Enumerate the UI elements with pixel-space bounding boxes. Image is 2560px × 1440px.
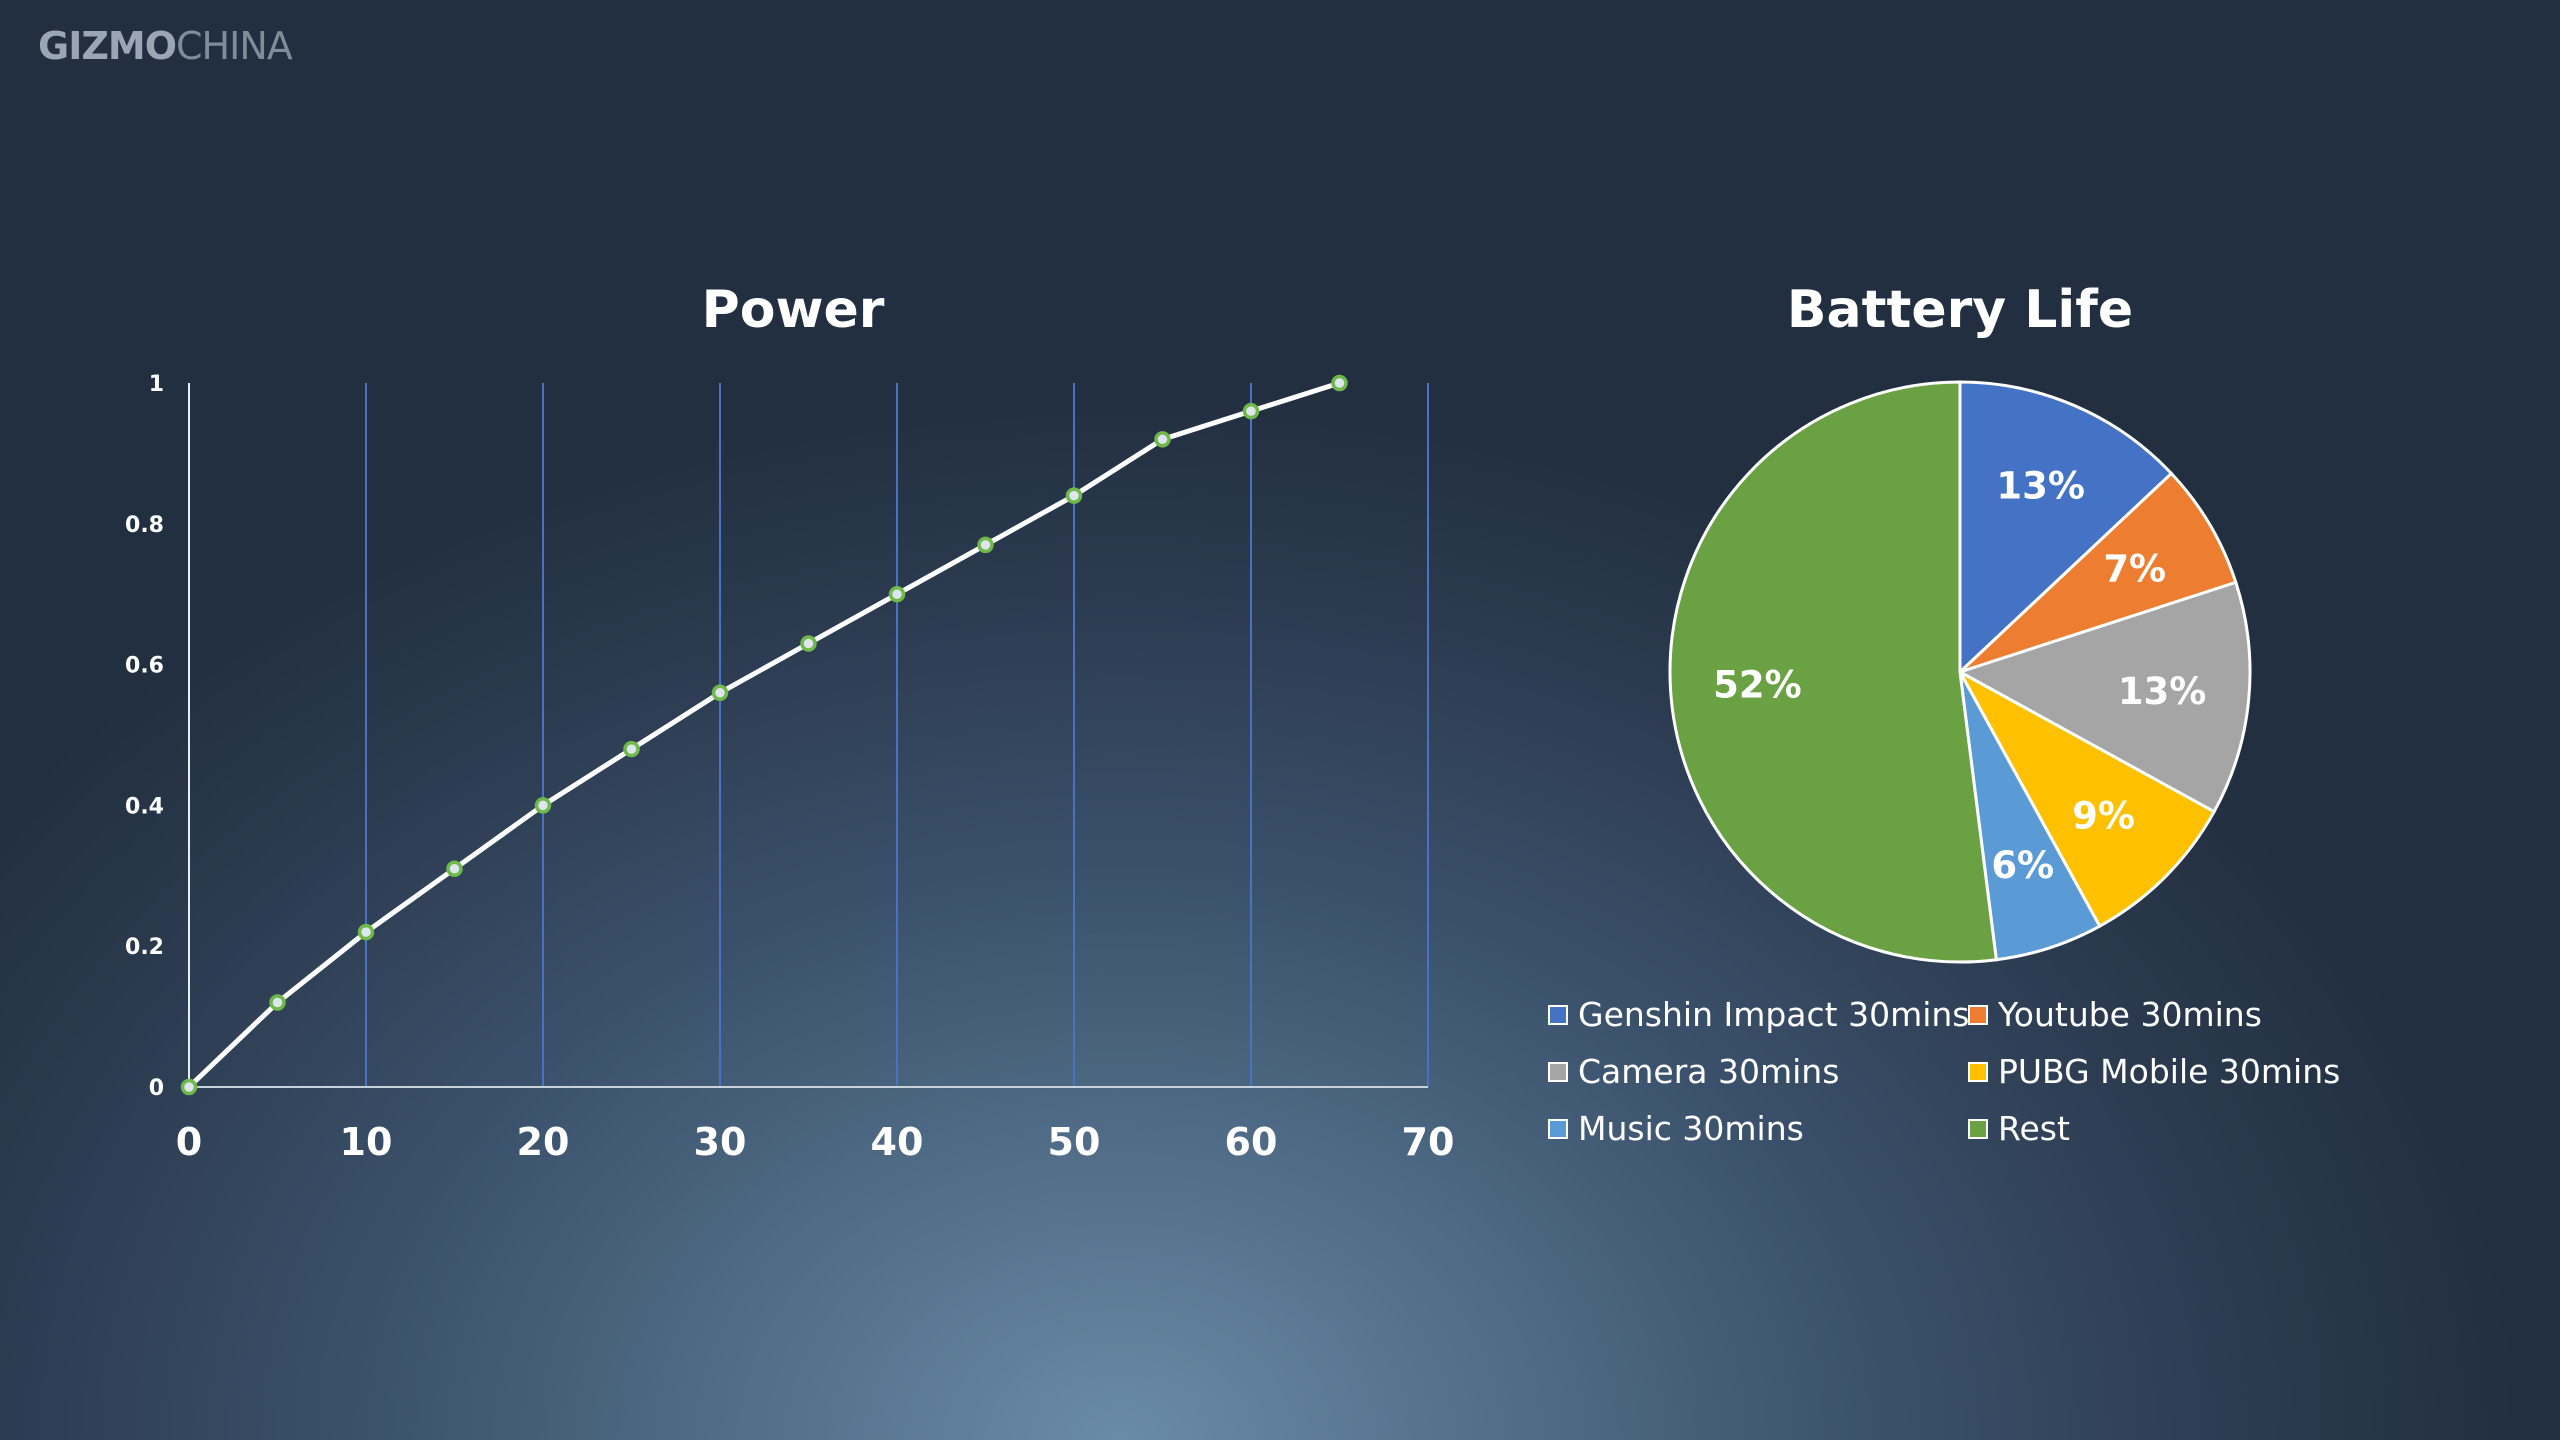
battery-legend: Genshin Impact 30mins Youtube 30mins Camer… [1548,995,2368,1148]
data-point [1065,487,1083,504]
pie-slice-label: 9% [2072,795,2135,838]
x-tick-label: 60 [1225,1120,1278,1164]
x-tick-label: 10 [340,1120,393,1164]
y-tick-label: 1 [149,372,164,397]
x-tick-label: 70 [1402,1120,1455,1164]
legend-label: Genshin Impact 30mins [1578,995,1970,1034]
pie-slice-label: 52% [1713,664,1802,707]
data-point [888,585,906,603]
legend-item: Genshin Impact 30mins [1548,995,1970,1034]
power-series-line [187,380,1341,1089]
legend-swatch [1548,1061,1568,1082]
legend-label: Music 30mins [1578,1109,1804,1148]
data-point [711,684,729,702]
y-tick-label: 0 [149,1076,164,1101]
data-point [1331,374,1348,392]
x-tick-label: 20 [517,1120,570,1164]
legend-swatch [1548,1004,1568,1025]
pie-slice [1668,380,1999,964]
y-tick-label: 0.4 [125,794,164,819]
y-tick-label: 0.2 [125,935,164,960]
data-point [446,860,463,878]
legend-label: Youtube 30mins [1998,995,2262,1034]
x-tick-label: 0 [176,1120,202,1164]
legend-item: PUBG Mobile 30mins [1968,1052,2368,1091]
pie-slice-label: 6% [1991,844,2054,887]
data-point [1242,402,1260,420]
legend-swatch [1968,1004,1988,1025]
pie-slice-label: 13% [1996,465,2085,508]
pie-slice-label: 7% [2103,548,2166,591]
data-point [534,797,552,814]
legend-label: PUBG Mobile 30mins [1998,1052,2341,1091]
data-point [623,740,640,758]
pie-slice-label: 13% [2118,670,2207,713]
legend-label: Rest [1998,1109,2070,1148]
x-tick-label: 30 [694,1120,747,1164]
pie-slice [1958,471,2238,674]
legend-item: Camera 30mins [1548,1052,1968,1091]
power-chart-title: Power [701,280,885,340]
data-point [1154,431,1171,448]
pie-slice [1956,668,2217,929]
x-tick-label: 40 [871,1120,924,1164]
legend-swatch [1968,1118,1988,1139]
data-point [180,1078,198,1096]
data-point [800,635,817,652]
y-tick-label: 0.8 [125,513,164,538]
pie-slice [1958,380,2174,676]
y-tick-label: 0.6 [125,654,164,679]
power-line-chart: 00.20.40.60.810 10 20 30 40 50 60 70 [125,372,1455,1164]
legend-item: Rest [1968,1109,2368,1148]
watermark-logo: GIZMOCHINA [38,24,293,68]
data-point [357,923,375,941]
data-point [977,536,994,554]
x-tick-label: 50 [1048,1120,1101,1164]
data-point [269,994,286,1011]
legend-item: Music 30mins [1548,1109,1968,1148]
battery-pie-chart: 13% 7% 13% 9% 6% 52% [1668,380,2252,964]
legend-label: Camera 30mins [1578,1052,1840,1091]
battery-chart-title: Battery Life [1786,280,2134,340]
legend-swatch [1548,1118,1568,1139]
legend-item: Youtube 30mins [1968,995,2368,1034]
pie-slice [1956,580,2252,814]
legend-swatch [1968,1061,1988,1082]
